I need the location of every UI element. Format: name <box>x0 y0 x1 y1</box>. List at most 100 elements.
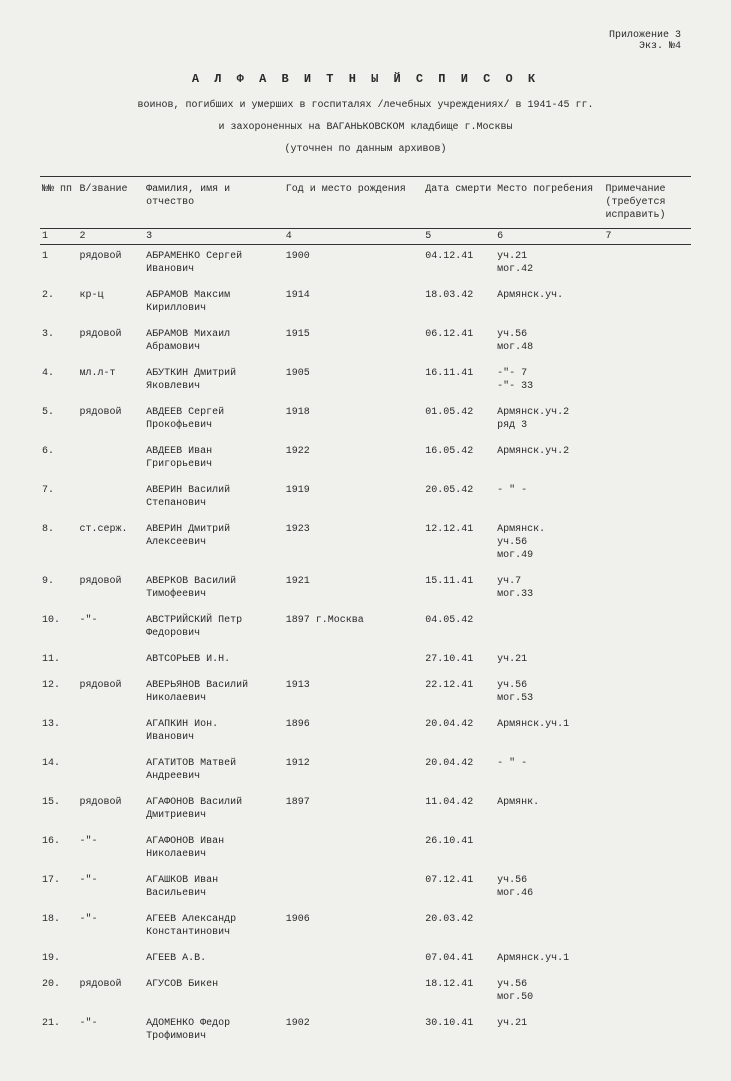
cell-n: 4. <box>40 362 77 401</box>
cell-n: 14. <box>40 752 77 791</box>
table-row: 17.-"-АГАШКОВ Иван Васильевич07.12.41уч.… <box>40 869 691 908</box>
table-row: 9.рядовойАВЕРКОВ Василий Тимофеевич19211… <box>40 570 691 609</box>
cell-note <box>603 908 691 947</box>
cell-burial: уч.56 мог.46 <box>495 869 603 908</box>
cell-rank: мл.л-т <box>77 362 144 401</box>
table-row: 13.АГАПКИН Ион. Иванович189620.04.42Армя… <box>40 713 691 752</box>
table-row: 1рядовойАБРАМЕНКО Сергей Иванович190004.… <box>40 245 691 285</box>
cell-name: АГАШКОВ Иван Васильевич <box>144 869 284 908</box>
cell-rank: ст.серж. <box>77 518 144 570</box>
cell-n: 17. <box>40 869 77 908</box>
hdr-num: №№ пп <box>40 177 77 229</box>
cell-burial <box>495 830 603 869</box>
cell-note <box>603 401 691 440</box>
table-row: 6.АВДЕЕВ Иван Григорьевич192216.05.42Арм… <box>40 440 691 479</box>
cell-n: 6. <box>40 440 77 479</box>
cell-note <box>603 440 691 479</box>
cell-name: АБУТКИН Дмитрий Яковлевич <box>144 362 284 401</box>
cell-born: 1923 <box>284 518 424 570</box>
cell-born: 1906 <box>284 908 424 947</box>
table-row: 11.АВТСОРЬЕВ И.Н.27.10.41уч.21 <box>40 648 691 674</box>
cell-n: 11. <box>40 648 77 674</box>
table-row: 21.-"-АДОМЕНКО Федор Трофимович190230.10… <box>40 1012 691 1051</box>
cell-n: 16. <box>40 830 77 869</box>
cell-rank: кр-ц <box>77 284 144 323</box>
cell-rank: рядовой <box>77 245 144 285</box>
cell-name: АВДЕЕВ Сергей Прокофьевич <box>144 401 284 440</box>
cell-burial: уч.7 мог.33 <box>495 570 603 609</box>
colnum: 1 <box>40 229 77 245</box>
cell-note <box>603 648 691 674</box>
cell-burial: Армянск.уч.1 <box>495 713 603 752</box>
table-row: 14.АГАТИТОВ Матвей Андреевич191220.04.42… <box>40 752 691 791</box>
cell-note <box>603 479 691 518</box>
hdr-death: Дата смерти <box>423 177 495 229</box>
cell-name: АВТСОРЬЕВ И.Н. <box>144 648 284 674</box>
cell-rank: рядовой <box>77 791 144 830</box>
subtitle-1: воинов, погибших и умерших в госпиталях … <box>40 98 691 114</box>
cell-note <box>603 791 691 830</box>
cell-burial: Армянск.уч.1 <box>495 947 603 973</box>
cell-note <box>603 973 691 1012</box>
cell-born: 1913 <box>284 674 424 713</box>
cell-name: АДОМЕНКО Федор Трофимович <box>144 1012 284 1051</box>
table-body: 1рядовойАБРАМЕНКО Сергей Иванович190004.… <box>40 245 691 1052</box>
cell-rank <box>77 713 144 752</box>
colnum: 7 <box>603 229 691 245</box>
cell-name: АГЕЕВ Александр Константинович <box>144 908 284 947</box>
page-title: А Л Ф А В И Т Н Ы Й С П И С О К <box>40 72 691 86</box>
cell-rank: рядовой <box>77 570 144 609</box>
cell-born: 1922 <box>284 440 424 479</box>
annotation-line2: Экз. №4 <box>40 41 681 52</box>
header-row: №№ пп В/звание Фамилия, имя и отчество Г… <box>40 177 691 229</box>
cell-rank: рядовой <box>77 973 144 1012</box>
colnum: 3 <box>144 229 284 245</box>
colnum-row: 1 2 3 4 5 6 7 <box>40 229 691 245</box>
cell-death: 26.10.41 <box>423 830 495 869</box>
hdr-rank: В/звание <box>77 177 144 229</box>
cell-born: 1896 <box>284 713 424 752</box>
cell-rank: -"- <box>77 830 144 869</box>
cell-n: 18. <box>40 908 77 947</box>
cell-name: АГАФОНОВ Иван Николаевич <box>144 830 284 869</box>
cell-burial <box>495 908 603 947</box>
cell-name: АГАТИТОВ Матвей Андреевич <box>144 752 284 791</box>
cell-born: 1912 <box>284 752 424 791</box>
cell-rank: рядовой <box>77 674 144 713</box>
cell-death: 20.04.42 <box>423 713 495 752</box>
table-row: 7.АВЕРИН Василий Степанович191920.05.42-… <box>40 479 691 518</box>
cell-n: 5. <box>40 401 77 440</box>
table-row: 2.кр-цАБРАМОВ Максим Кириллович191418.03… <box>40 284 691 323</box>
table-row: 3.рядовойАБРАМОВ Михаил Абрамович191506.… <box>40 323 691 362</box>
cell-n: 20. <box>40 973 77 1012</box>
hdr-born: Год и место рождения <box>284 177 424 229</box>
cell-born: 1902 <box>284 1012 424 1051</box>
cell-n: 8. <box>40 518 77 570</box>
table-row: 18.-"-АГЕЕВ Александр Константинович1906… <box>40 908 691 947</box>
cell-death: 22.12.41 <box>423 674 495 713</box>
cell-burial: уч.21 <box>495 1012 603 1051</box>
cell-rank: -"- <box>77 869 144 908</box>
cell-n: 15. <box>40 791 77 830</box>
hdr-note: Примечание (требуется исправить) <box>603 177 691 229</box>
cell-note <box>603 362 691 401</box>
cell-rank <box>77 479 144 518</box>
cell-death: 04.05.42 <box>423 609 495 648</box>
cell-burial: Армянск.уч.2 ряд 3 <box>495 401 603 440</box>
cell-note <box>603 674 691 713</box>
cell-n: 21. <box>40 1012 77 1051</box>
cell-death: 06.12.41 <box>423 323 495 362</box>
cell-n: 7. <box>40 479 77 518</box>
cell-n: 19. <box>40 947 77 973</box>
cell-burial: Армянск.уч.2 <box>495 440 603 479</box>
cell-name: АГЕЕВ А.В. <box>144 947 284 973</box>
cell-name: АВЕРИН Дмитрий Алексеевич <box>144 518 284 570</box>
cell-rank <box>77 440 144 479</box>
colnum: 4 <box>284 229 424 245</box>
hdr-name: Фамилия, имя и отчество <box>144 177 284 229</box>
colnum: 6 <box>495 229 603 245</box>
cell-burial: уч.21 <box>495 648 603 674</box>
hdr-burial: Место погребения <box>495 177 603 229</box>
cell-n: 13. <box>40 713 77 752</box>
cell-name: АВДЕЕВ Иван Григорьевич <box>144 440 284 479</box>
